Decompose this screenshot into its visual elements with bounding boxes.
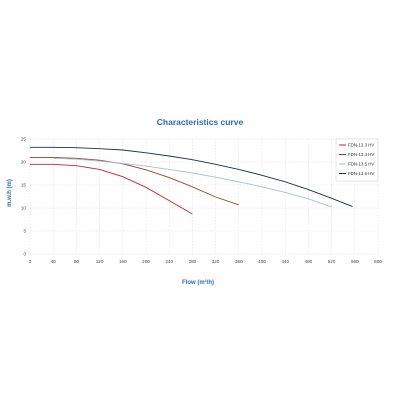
chart-title: Characteristics curve xyxy=(156,117,244,127)
y-tick-label: 25 xyxy=(21,137,27,142)
legend-label: FDN-13.3 HV xyxy=(348,143,374,148)
x-tick-label: 520 xyxy=(328,259,336,264)
tick-labels: 0 40 80 120 160 200 240 280 320 360 400 440 480 520 56… xyxy=(21,137,382,264)
x-axis-label: Flow (m³/h) xyxy=(182,279,214,286)
legend: FDN-13.3 HV FDN-13.4 HV FDN-13.5 HV FDN-13.… xyxy=(335,138,379,182)
x-tick-label: 320 xyxy=(212,259,220,264)
legend-label: FDN-13.5 HV xyxy=(348,162,374,167)
x-tick-label: 40 xyxy=(51,259,57,264)
y-tick-label: 15 xyxy=(21,183,27,188)
x-tick-label: 360 xyxy=(235,259,243,264)
y-tick-label: 0 xyxy=(23,252,26,257)
series-line-4 xyxy=(30,146,353,208)
x-tick-label: 200 xyxy=(142,259,150,264)
x-tick-label: 280 xyxy=(189,259,197,264)
x-tick-label: 600 xyxy=(374,259,382,264)
x-tick-label: 80 xyxy=(74,259,80,264)
legend-label: FDN-13.6 HV xyxy=(348,171,374,176)
x-tick-label: 440 xyxy=(281,259,289,264)
x-tick-label: 400 xyxy=(258,259,266,264)
y-tick-label: 10 xyxy=(21,206,27,211)
series-line-2 xyxy=(30,156,239,206)
x-tick-label: 120 xyxy=(96,259,104,264)
x-tick-label: 0 xyxy=(29,259,32,264)
series-line-3 xyxy=(53,157,332,208)
grid-lines xyxy=(29,138,379,255)
y-tick-label: 20 xyxy=(21,160,27,165)
x-tick-label: 480 xyxy=(305,259,313,264)
x-tick-label: 160 xyxy=(119,259,127,264)
y-axis-label: m.w.h (m) xyxy=(7,179,13,207)
y-tick-label: 5 xyxy=(23,229,26,234)
x-tick-label: 560 xyxy=(351,259,359,264)
series-lines xyxy=(30,146,353,215)
legend-label: FDN-13.4 HV xyxy=(348,152,374,157)
x-tick-label: 240 xyxy=(165,259,173,264)
series-line-1 xyxy=(30,163,193,215)
